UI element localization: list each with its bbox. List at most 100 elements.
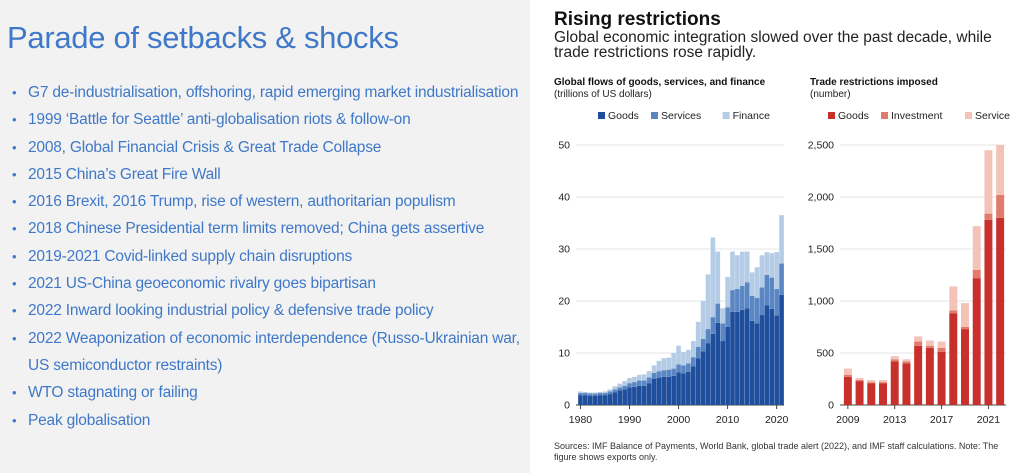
slide-title: Parade of setbacks & shocks [7, 20, 399, 55]
flows-bar-finance [720, 308, 726, 324]
flows-bar-services [676, 364, 681, 373]
flows-bar-finance [676, 345, 681, 365]
restrictions-legend-swatch [828, 112, 835, 119]
restrictions-bar-service [961, 303, 969, 327]
flows-bar-services [641, 380, 647, 386]
flows-bar-services [749, 295, 755, 321]
flows-bar-finance [632, 376, 637, 383]
flows-bar-services [735, 289, 740, 312]
flows-bar-finance [622, 381, 627, 386]
restrictions-bar-service [867, 380, 876, 383]
restrictions-bar-investment [879, 382, 887, 384]
flows-bar-finance [661, 358, 667, 371]
flows-bar-services [769, 277, 775, 309]
restrictions-bar-goods [855, 381, 864, 405]
bullet-item: WTO stagnating or failing [12, 379, 527, 407]
restrictions-bar-service [937, 341, 946, 348]
flows-bar-services [636, 380, 642, 386]
flows-bar-finance [597, 392, 603, 394]
restrictions-bar-goods [843, 376, 852, 405]
flows-bar-goods [671, 375, 676, 405]
restrictions-legend-label: Investment [891, 110, 942, 122]
flows-bar-finance [759, 255, 765, 288]
restrictions-bar-service [925, 340, 934, 346]
flows-x-tick-label: 2010 [716, 414, 740, 426]
flows-bar-goods [690, 366, 696, 405]
flows-bar-finance [612, 386, 618, 390]
flows-bar-services [661, 370, 667, 377]
flows-bar-goods [651, 379, 657, 405]
restrictions-bar-goods [890, 361, 899, 405]
flows-bar-services [715, 303, 721, 323]
restrictions-bar-service [902, 359, 911, 362]
flows-legend-label: Goods [608, 110, 639, 122]
figure-source-note: Sources: IMF Balance of Payments, World … [554, 441, 999, 462]
flows-bar-finance [769, 253, 775, 278]
flows-bar-goods [715, 322, 721, 405]
flows-bar-services [705, 329, 711, 344]
flows-bar-goods [676, 372, 681, 405]
flows-bar-services [583, 393, 588, 396]
flows-y-tick-label: 0 [564, 400, 570, 412]
restrictions-bar-goods [867, 383, 876, 405]
restrictions-legend-label: Goods [838, 110, 869, 122]
restrictions-bar-goods [996, 217, 1005, 405]
restrictions-bar-investment [890, 359, 899, 362]
restrictions-bar-goods [914, 345, 923, 405]
flows-bar-services [710, 317, 716, 334]
flows-y-tick-label: 40 [558, 192, 570, 204]
flows-bar-goods [769, 308, 775, 405]
flows-bar-goods [666, 376, 672, 405]
restrictions-bar-service [879, 380, 887, 383]
flows-x-tick-label: 2000 [667, 414, 691, 426]
restrictions-bar-investment [902, 361, 911, 364]
flows-bar-services [617, 387, 623, 391]
flows-bar-finance [651, 365, 657, 373]
restrictions-bar-investment [937, 347, 946, 352]
bullet-item: 2015 China’s Great Fire Wall [12, 161, 527, 189]
flows-bar-finance [602, 391, 608, 394]
flows-bar-goods [583, 395, 588, 405]
flows-bar-goods [612, 392, 618, 405]
restrictions-y-tick-label: 1,500 [808, 244, 834, 256]
restrictions-legend-swatch [965, 112, 972, 119]
flows-bar-goods [779, 294, 784, 405]
restrictions-bar-service [984, 150, 993, 214]
flows-bar-goods [759, 315, 765, 405]
flows-bar-goods [686, 371, 691, 405]
flows-bar-services [759, 287, 765, 316]
flows-bar-finance [774, 252, 779, 290]
flows-bar-services [607, 391, 613, 395]
flows-bar-goods [754, 323, 760, 405]
flows-legend-label: Finance [733, 110, 771, 122]
restrictions-bar-investment [843, 374, 852, 377]
flows-bar-finance [583, 392, 588, 394]
flows-bar-goods [636, 385, 642, 405]
flows-bar-finance [754, 267, 760, 298]
flows-bar-goods [725, 327, 730, 405]
flows-bar-services [695, 346, 701, 359]
flows-bar-goods [607, 394, 613, 405]
flows-bar-goods [632, 386, 637, 405]
flows-bar-goods [661, 376, 667, 405]
restrictions-bar-goods [961, 329, 969, 405]
bullet-item: 2016 Brexit, 2016 Trump, rise of western… [12, 188, 527, 216]
flows-bar-finance [607, 389, 613, 392]
restrictions-bar-service [914, 336, 923, 342]
restrictions-bar-investment [867, 382, 876, 384]
flows-bar-goods [681, 373, 686, 405]
flows-bar-services [671, 368, 676, 376]
flows-bar-services [602, 393, 608, 396]
flows-bar-services [764, 275, 770, 306]
restrictions-bar-goods [902, 363, 911, 405]
flows-bar-finance [700, 301, 706, 339]
flows-bar-services [587, 393, 593, 396]
flows-bar-services [686, 363, 691, 372]
flows-bar-goods [602, 395, 608, 405]
flows-bar-goods [587, 395, 593, 405]
flows-bar-services [720, 323, 726, 342]
flows-bar-finance [735, 255, 740, 290]
flows-bar-finance [666, 357, 672, 370]
slide-panel: Parade of setbacks & shocks G7 de-indust… [0, 0, 530, 473]
restrictions-bar-investment [914, 341, 923, 346]
